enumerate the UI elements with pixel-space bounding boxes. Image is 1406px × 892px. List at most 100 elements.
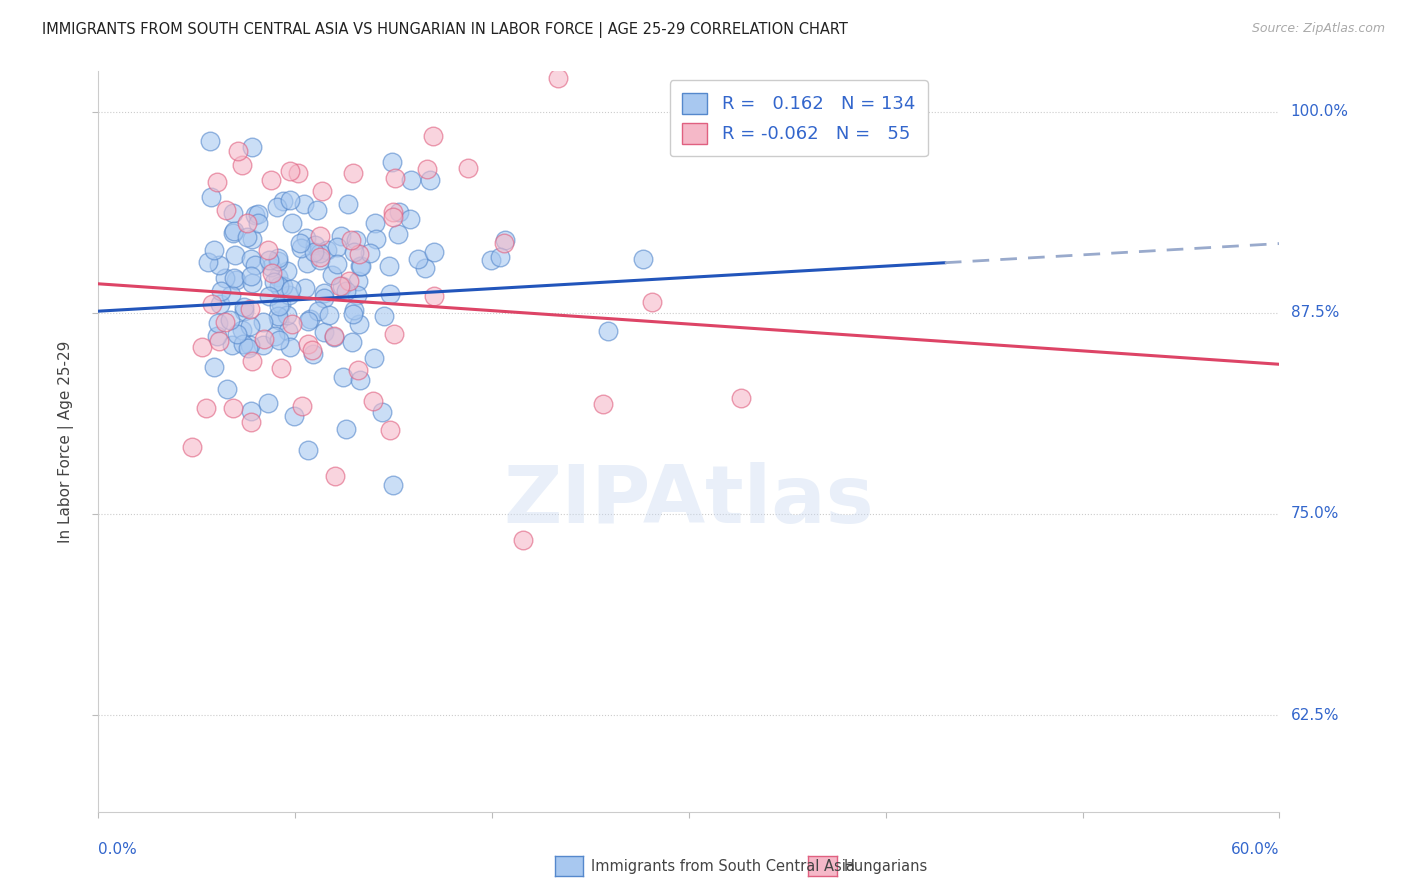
Point <box>337 274 360 288</box>
Point <box>231 158 253 172</box>
Point <box>387 204 409 219</box>
Point <box>730 391 752 405</box>
Point <box>200 190 222 204</box>
Point <box>291 399 314 413</box>
Point <box>236 230 259 244</box>
Point <box>246 216 269 230</box>
Point <box>181 440 204 454</box>
Text: 100.0%: 100.0% <box>1291 104 1348 120</box>
Point <box>309 229 332 244</box>
Point <box>297 314 319 328</box>
Y-axis label: In Labor Force | Age 25-29: In Labor Force | Age 25-29 <box>58 341 75 542</box>
Point <box>329 279 352 293</box>
Point <box>363 351 385 366</box>
Text: Immigrants from South Central Asia: Immigrants from South Central Asia <box>591 859 855 873</box>
Point <box>287 166 309 180</box>
Point <box>269 299 291 313</box>
Point <box>283 409 305 423</box>
Point <box>312 286 335 301</box>
Point <box>364 232 387 246</box>
Point <box>302 346 325 360</box>
Point <box>347 363 370 377</box>
Point <box>299 312 322 326</box>
Point <box>239 319 262 334</box>
Point <box>316 243 339 257</box>
Point <box>335 422 357 436</box>
Point <box>266 201 288 215</box>
Point <box>240 140 263 154</box>
Point <box>201 297 224 311</box>
Point <box>260 260 283 274</box>
Text: 62.5%: 62.5% <box>1291 707 1339 723</box>
Point <box>378 423 401 437</box>
Point <box>277 324 299 338</box>
Point <box>208 258 231 272</box>
Point <box>297 337 319 351</box>
Point <box>326 240 349 254</box>
Point <box>292 197 315 211</box>
Point <box>336 196 359 211</box>
Point <box>295 256 318 270</box>
Point <box>281 317 304 331</box>
Point <box>342 307 364 321</box>
Point <box>271 279 294 293</box>
Point <box>297 442 319 457</box>
Point <box>307 304 329 318</box>
Point <box>347 246 370 260</box>
Point <box>322 330 344 344</box>
Point <box>422 129 444 144</box>
Point <box>304 237 326 252</box>
Point <box>198 134 221 148</box>
Point <box>257 253 280 268</box>
Point <box>361 393 384 408</box>
Point <box>221 338 243 352</box>
Point <box>631 252 654 267</box>
Point <box>217 382 239 396</box>
Point <box>197 254 219 268</box>
Text: 0.0%: 0.0% <box>98 842 138 857</box>
Point <box>231 322 253 336</box>
Point <box>267 252 290 266</box>
Point <box>301 343 323 357</box>
Point <box>596 325 619 339</box>
Point <box>225 327 247 342</box>
Point <box>240 269 263 284</box>
Point <box>488 251 510 265</box>
Point <box>305 203 328 218</box>
Point <box>309 246 332 260</box>
Point <box>209 284 232 298</box>
Point <box>641 295 664 310</box>
Point <box>240 276 263 290</box>
Point <box>240 232 263 246</box>
Point <box>260 266 283 280</box>
Point <box>312 325 335 339</box>
Point <box>381 155 404 169</box>
Point <box>494 236 516 251</box>
Point <box>547 71 569 86</box>
Point <box>208 334 231 349</box>
Point <box>225 273 247 287</box>
Point <box>207 316 229 330</box>
Point <box>373 310 395 324</box>
Point <box>399 173 422 187</box>
Point <box>194 401 217 416</box>
Point <box>344 233 367 247</box>
Point <box>416 162 439 177</box>
Point <box>294 280 316 294</box>
Point <box>494 233 516 247</box>
Point <box>215 203 238 218</box>
Point <box>350 259 373 273</box>
Point <box>202 243 225 257</box>
Point <box>280 216 302 230</box>
Point <box>256 243 278 257</box>
Point <box>202 359 225 374</box>
Point <box>392 39 415 54</box>
Point <box>267 309 290 323</box>
Point <box>270 361 292 376</box>
Point <box>236 216 259 230</box>
Point <box>222 401 245 415</box>
Point <box>219 313 242 327</box>
Point <box>239 302 262 317</box>
Point <box>371 405 394 419</box>
Point <box>278 164 301 178</box>
